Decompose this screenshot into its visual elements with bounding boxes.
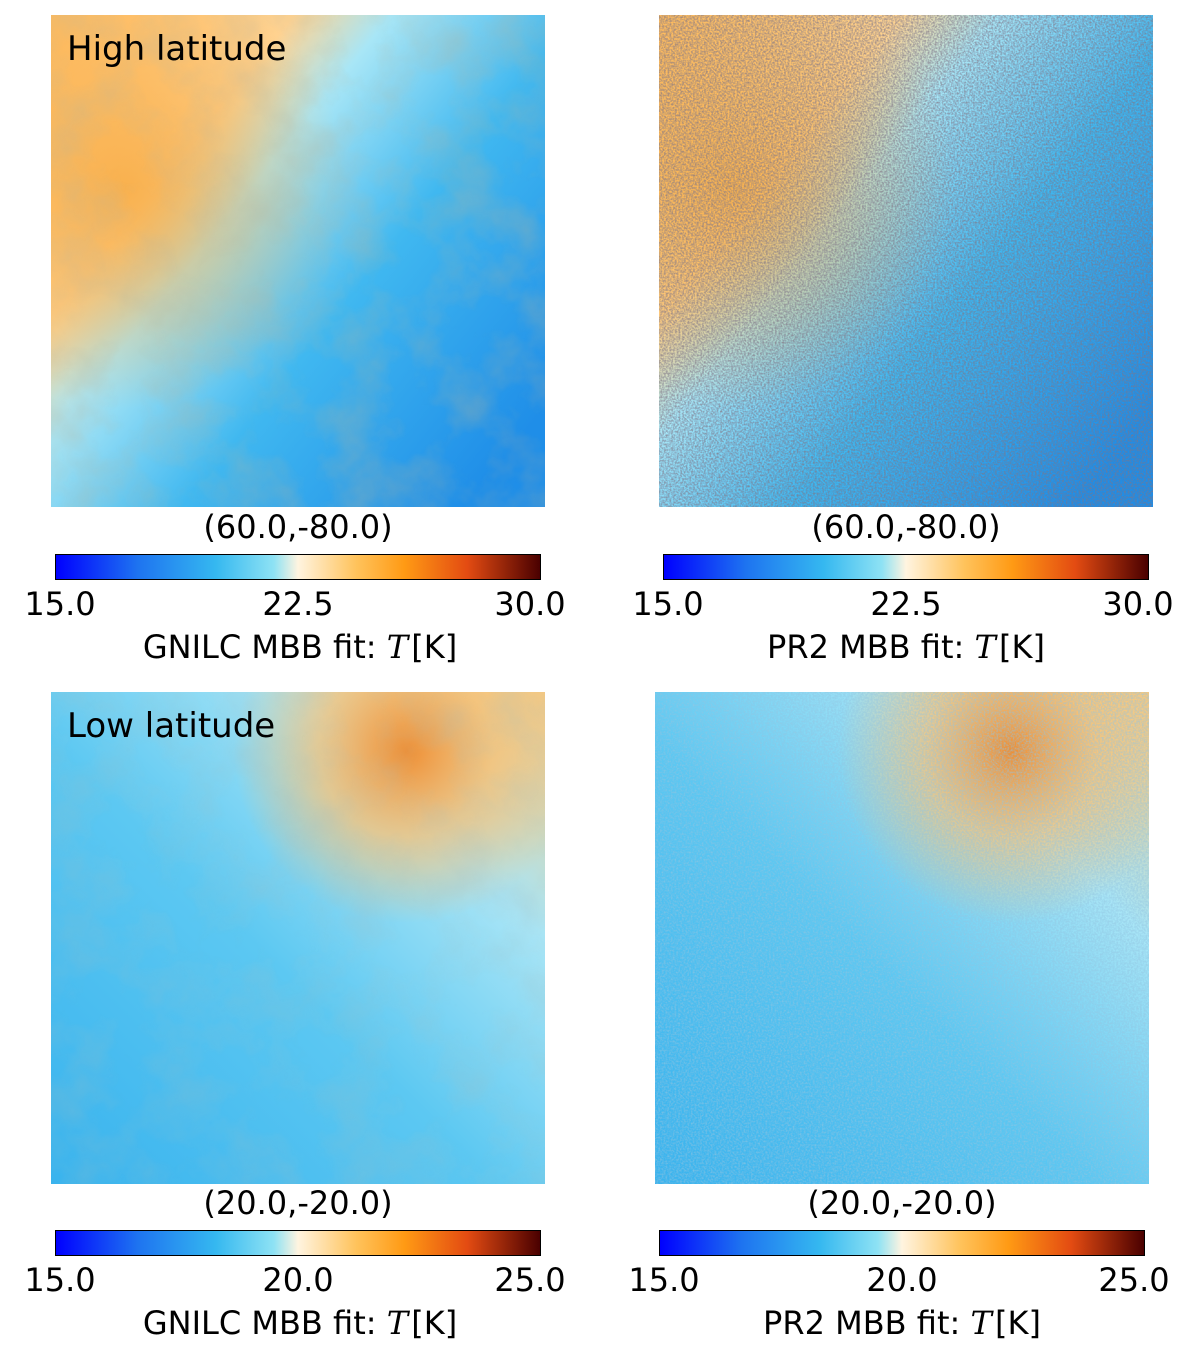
colorbar-title-unit: [K]	[994, 1304, 1041, 1342]
colorbar-title-symbol: T	[386, 628, 409, 666]
colorbar-title: PR2 MBB fit: T [K]	[602, 1304, 1200, 1342]
colorbar-tick-mid: 20.0	[866, 1261, 938, 1299]
colorbar-title-unit: [K]	[411, 1304, 458, 1342]
colorbar-tick-max: 25.0	[494, 1261, 566, 1299]
colorbar-title: GNILC MBB fit: T [K]	[0, 628, 600, 666]
heatmap-gnilc-low-latitude: Low latitude	[51, 692, 545, 1184]
colorbar-tick-max: 30.0	[494, 585, 566, 623]
center-coordinate: (20.0,-20.0)	[807, 1184, 997, 1222]
colorbar	[55, 1230, 541, 1256]
colorbar-title-symbol: T	[974, 628, 996, 666]
colorbar-tick-min: 15.0	[24, 1261, 96, 1299]
colorbar	[55, 554, 541, 580]
center-coordinate: (60.0,-80.0)	[203, 508, 393, 546]
colorbar-title: PR2 MBB fit: T [K]	[606, 628, 1200, 666]
center-coordinate: (60.0,-80.0)	[811, 508, 1001, 546]
colorbar	[663, 554, 1149, 580]
colorbar-title: GNILC MBB fit: T [K]	[0, 1304, 600, 1342]
colorbar-title-unit: [K]	[411, 628, 458, 666]
colorbar-title-method: PR2 MBB fit:	[767, 628, 975, 666]
colorbar-tick-mid: 22.5	[870, 585, 942, 623]
panel-label-high-latitude: High latitude	[67, 29, 287, 69]
colorbar-title-method: GNILC MBB fit:	[142, 628, 387, 666]
colorbar-title-symbol: T	[970, 1304, 992, 1342]
heatmap-gnilc-high-latitude: High latitude	[51, 15, 545, 507]
colorbar-tick-mid: 22.5	[262, 585, 334, 623]
colorbar	[659, 1230, 1145, 1256]
colorbar-tick-min: 15.0	[24, 585, 96, 623]
colorbar-title-method: GNILC MBB fit:	[142, 1304, 387, 1342]
center-coordinate: (20.0,-20.0)	[203, 1184, 393, 1222]
colorbar-tick-max: 25.0	[1098, 1261, 1170, 1299]
heatmap-pr2-low-latitude	[655, 692, 1149, 1184]
colorbar-tick-min: 15.0	[628, 1261, 700, 1299]
colorbar-tick-max: 30.0	[1102, 585, 1174, 623]
colorbar-title-symbol: T	[386, 1304, 409, 1342]
colorbar-title-unit: [K]	[998, 628, 1045, 666]
colorbar-tick-mid: 20.0	[262, 1261, 334, 1299]
colorbar-tick-min: 15.0	[632, 585, 704, 623]
colorbar-title-method: PR2 MBB fit:	[763, 1304, 971, 1342]
heatmap-pr2-high-latitude	[659, 15, 1153, 507]
panel-label-low-latitude: Low latitude	[67, 706, 276, 746]
